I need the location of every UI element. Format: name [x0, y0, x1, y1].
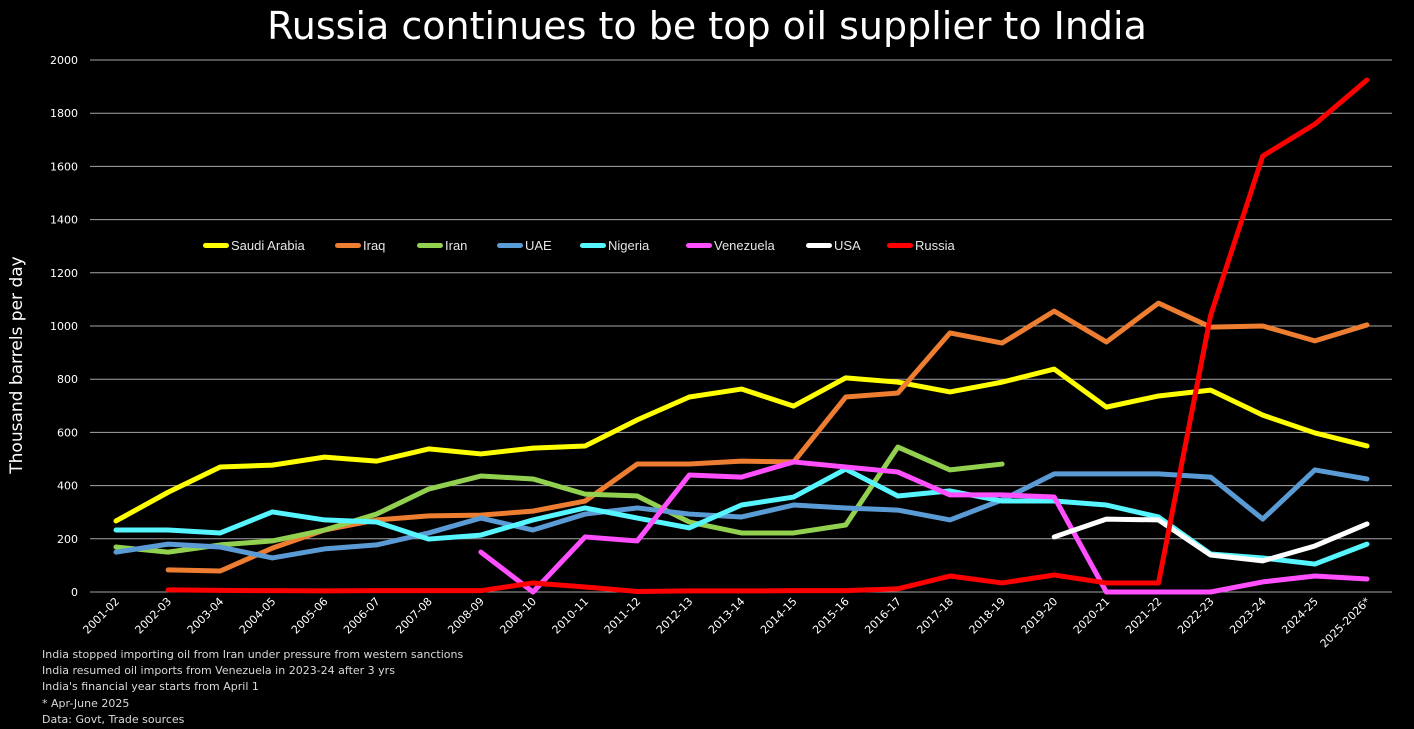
x-tick-label: 2020-21 — [1071, 595, 1113, 637]
y-tick-label: 2000 — [50, 54, 78, 67]
y-tick-label: 400 — [57, 480, 78, 493]
series-line-saudi-arabia — [113, 366, 1370, 524]
legend-label: Saudi Arabia — [231, 238, 305, 253]
legend-label: USA — [834, 238, 861, 253]
legend-swatch — [335, 243, 361, 248]
footnote: Data: Govt, Trade sources — [42, 712, 185, 726]
legend-label: Iran — [445, 238, 468, 253]
x-tick-label: 2025-2026* — [1318, 595, 1374, 651]
y-tick-label: 0 — [71, 586, 78, 599]
chart-title: Russia continues to be top oil supplier … — [267, 4, 1147, 48]
y-tick-label: 600 — [57, 426, 78, 439]
x-tick-label: 2004-05 — [237, 595, 279, 637]
x-tick-label: 2019-20 — [1019, 595, 1061, 637]
y-tick-label: 1600 — [50, 160, 78, 173]
legend-item: Iraq — [335, 238, 385, 253]
x-tick-label: 2021-22 — [1123, 595, 1165, 637]
footnote: India stopped importing oil from Iran un… — [42, 648, 464, 661]
x-tick-label: 2001-02 — [80, 595, 122, 637]
x-tick-label: 2010-11 — [550, 595, 592, 637]
legend-swatch — [887, 243, 913, 248]
y-tick-label: 1400 — [50, 214, 78, 227]
legend-swatch — [686, 243, 712, 248]
legend-swatch — [417, 243, 443, 248]
legend-item: USA — [806, 238, 861, 253]
footnote: India resumed oil imports from Venezuela… — [42, 664, 395, 678]
x-tick-label: 2005-06 — [289, 595, 331, 637]
x-tick-label: 2002-03 — [133, 595, 175, 637]
legend-item: Nigeria — [580, 238, 649, 253]
footnotes: India stopped importing oil from Iran un… — [42, 647, 463, 728]
y-tick-label: 1800 — [50, 107, 78, 120]
x-tick-label: 2014-15 — [758, 595, 800, 637]
x-tick-label: 2006-07 — [341, 595, 383, 637]
x-tick-label: 2003-04 — [185, 595, 227, 637]
legend-swatch — [580, 243, 606, 248]
legend-swatch — [497, 243, 523, 248]
x-tick-label: 2015-16 — [810, 595, 852, 637]
x-tick-label: 2009-10 — [497, 595, 539, 637]
series-line-venezuela — [478, 459, 1370, 595]
x-tick-label: 2017-18 — [914, 595, 956, 637]
legend-swatch — [806, 243, 832, 248]
x-tick-label: 2016-17 — [862, 595, 904, 637]
legend-item: Venezuela — [686, 238, 775, 253]
y-tick-label: 1200 — [50, 267, 78, 280]
legend-swatch — [203, 243, 229, 248]
legend-label: UAE — [525, 238, 552, 253]
x-tick-label: 2022-23 — [1175, 595, 1217, 637]
legend-label: Russia — [915, 238, 955, 253]
legend-item: Saudi Arabia — [203, 238, 305, 253]
x-tick-label: 2013-14 — [706, 595, 748, 637]
legend-label: Iraq — [363, 238, 386, 253]
footnote: India's financial year starts from April… — [42, 680, 259, 694]
x-tick-label: 2008-09 — [445, 595, 487, 637]
legend-label: Venezuela — [714, 238, 775, 253]
y-tick-label: 800 — [57, 373, 78, 386]
x-tick-label: 2018-19 — [967, 595, 1009, 637]
legend-item: Iran — [417, 238, 467, 253]
x-tick-label: 2011-12 — [602, 595, 644, 637]
legend-label: Nigeria — [608, 238, 650, 253]
legend-item: UAE — [497, 238, 552, 253]
footnote: * Apr-June 2025 — [42, 696, 130, 710]
x-tick-label: 2007-08 — [393, 595, 435, 637]
series-line-usa — [1051, 516, 1370, 564]
x-tick-label: 2024-25 — [1279, 595, 1321, 637]
y-tick-label: 1000 — [50, 320, 78, 333]
series-line-iran — [113, 444, 1005, 555]
x-tick-label: 2012-13 — [654, 595, 696, 637]
y-tick-label: 200 — [57, 533, 78, 546]
series-line-russia — [165, 77, 1370, 594]
x-tick-label: 2023-24 — [1227, 595, 1269, 637]
legend-item: Russia — [887, 238, 955, 253]
